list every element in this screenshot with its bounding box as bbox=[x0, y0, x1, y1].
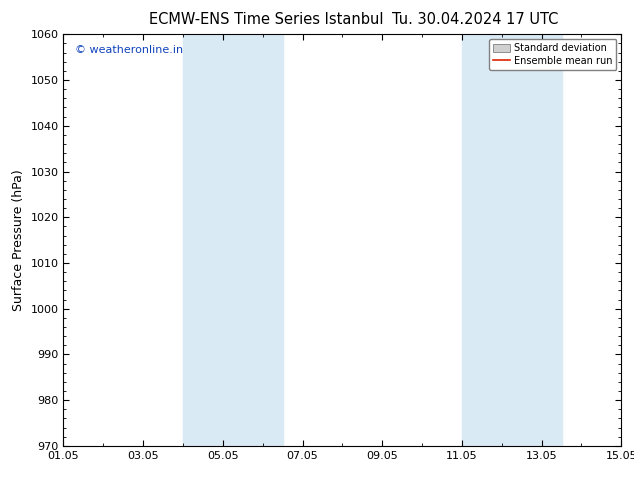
Bar bbox=[462, 34, 562, 446]
Text: Tu. 30.04.2024 17 UTC: Tu. 30.04.2024 17 UTC bbox=[392, 12, 559, 27]
Text: ECMW-ENS Time Series Istanbul: ECMW-ENS Time Series Istanbul bbox=[149, 12, 384, 27]
Bar bbox=[183, 34, 283, 446]
Text: © weatheronline.in: © weatheronline.in bbox=[75, 45, 183, 54]
Legend: Standard deviation, Ensemble mean run: Standard deviation, Ensemble mean run bbox=[489, 39, 616, 70]
Y-axis label: Surface Pressure (hPa): Surface Pressure (hPa) bbox=[12, 169, 25, 311]
